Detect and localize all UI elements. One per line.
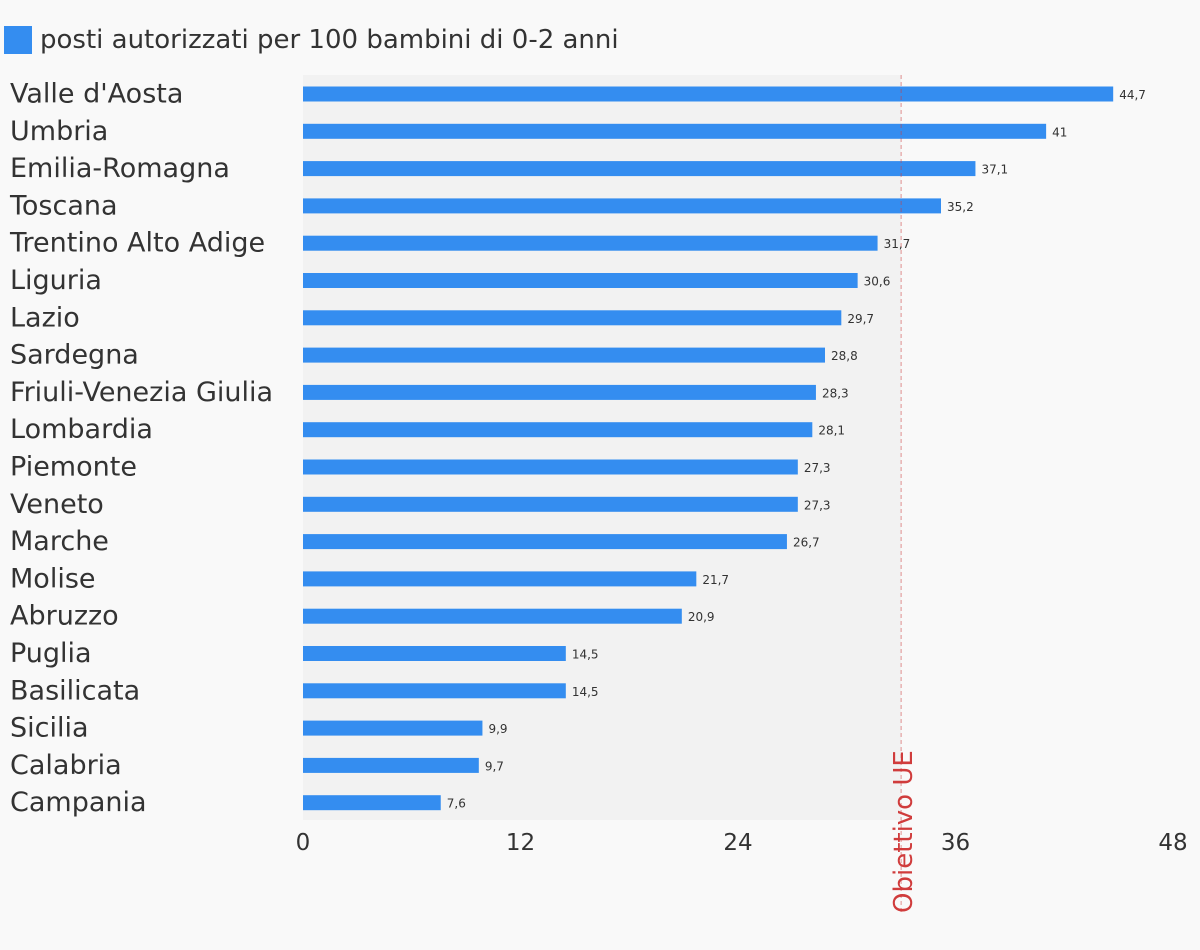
value-label: 37,1 <box>981 163 1008 177</box>
value-label: 35,2 <box>947 200 974 214</box>
value-label: 14,5 <box>572 685 599 699</box>
value-label: 14,5 <box>572 648 599 662</box>
value-label: 26,7 <box>793 536 820 550</box>
value-label: 27,3 <box>804 498 831 512</box>
category-label: Emilia-Romagna <box>10 153 230 184</box>
bar <box>303 720 483 736</box>
x-tick-label: 0 <box>296 830 311 856</box>
legend-swatch <box>4 26 32 54</box>
value-label: 28,8 <box>831 349 858 363</box>
category-label: Sicilia <box>10 713 89 744</box>
category-label: Trentino Alto Adige <box>9 228 265 259</box>
category-label: Marche <box>10 526 109 557</box>
legend-label: posti autorizzati per 100 bambini di 0-2… <box>40 25 619 55</box>
category-label: Campania <box>10 787 147 818</box>
bar <box>303 310 842 326</box>
value-label: 9,9 <box>488 722 507 736</box>
x-tick-label: 12 <box>506 830 535 856</box>
value-label: 9,7 <box>485 759 504 773</box>
category-label: Calabria <box>10 750 122 781</box>
value-label: 21,7 <box>702 573 729 587</box>
bar <box>303 496 798 512</box>
value-label: 20,9 <box>688 610 715 624</box>
category-label: Lombardia <box>10 414 153 445</box>
x-tick-label: 36 <box>941 830 970 856</box>
category-label: Liguria <box>10 265 102 296</box>
category-label: Friuli-Venezia Giulia <box>10 377 273 408</box>
bar <box>303 571 697 587</box>
bar <box>303 198 941 214</box>
bar <box>303 757 479 773</box>
bar <box>303 235 878 251</box>
category-label: Abruzzo <box>10 601 119 632</box>
category-label: Piemonte <box>10 452 137 483</box>
bar <box>303 384 816 400</box>
value-label: 44,7 <box>1119 88 1146 102</box>
value-label: 7,6 <box>447 797 466 811</box>
bar <box>303 534 787 550</box>
category-label: Lazio <box>10 302 80 333</box>
value-label: 28,1 <box>818 424 845 438</box>
category-label: Molise <box>10 563 96 594</box>
bar <box>303 347 825 363</box>
value-label: 28,3 <box>822 386 849 400</box>
category-label: Basilicata <box>10 675 140 706</box>
bar <box>303 459 798 475</box>
bar <box>303 608 682 624</box>
category-label: Umbria <box>10 116 108 147</box>
bar <box>303 161 976 177</box>
reference-label: Obiettivo UE <box>889 750 919 913</box>
category-label: Valle d'Aosta <box>10 79 183 110</box>
value-label: 30,6 <box>864 275 891 289</box>
shaded-region <box>303 75 902 820</box>
bar <box>303 86 1114 102</box>
category-label: Sardegna <box>10 340 139 371</box>
value-label: 27,3 <box>804 461 831 475</box>
bar <box>303 795 441 811</box>
bar <box>303 683 566 699</box>
bar <box>303 646 566 661</box>
category-label: Veneto <box>10 489 104 520</box>
bar <box>303 123 1047 139</box>
x-tick-label: 24 <box>723 830 752 856</box>
bar <box>303 273 858 288</box>
category-label: Toscana <box>9 190 118 221</box>
value-label: 31,7 <box>884 237 911 251</box>
value-label: 29,7 <box>847 312 874 326</box>
bar <box>303 422 813 438</box>
x-tick-label: 48 <box>1158 830 1187 856</box>
category-label: Puglia <box>10 638 92 669</box>
legend: posti autorizzati per 100 bambini di 0-2… <box>4 22 619 58</box>
value-label: 41 <box>1052 125 1067 139</box>
